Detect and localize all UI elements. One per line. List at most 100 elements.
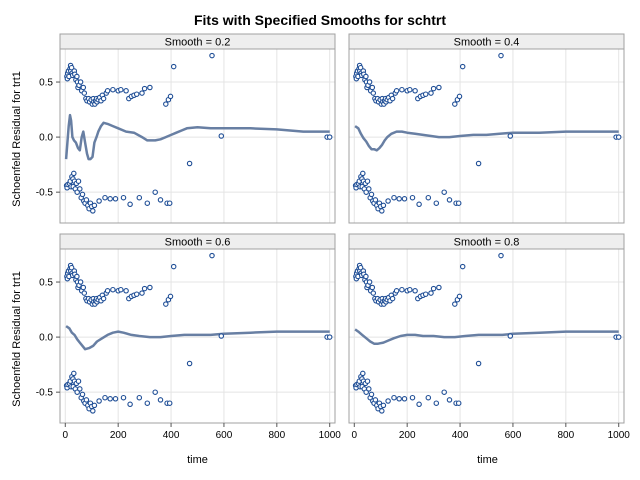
x-tick-label: 0 — [352, 430, 358, 441]
y-tick-label: -0.5 — [36, 188, 54, 199]
residual-point — [163, 101, 169, 107]
residual-point — [455, 200, 462, 206]
residual-point — [446, 197, 453, 203]
residual-point — [407, 286, 413, 293]
residual-point — [366, 186, 372, 192]
residual-point — [209, 252, 215, 259]
residual-point — [498, 252, 504, 259]
residual-point — [370, 290, 377, 296]
panel-header-label: Smooth = 0.6 — [165, 237, 231, 249]
residual-point — [428, 90, 434, 96]
residual-point — [152, 189, 158, 195]
residual-point — [498, 52, 504, 59]
residual-point — [77, 79, 84, 85]
residual-point — [416, 201, 422, 208]
residual-point — [360, 370, 366, 377]
residual-point — [133, 291, 140, 297]
residual-point — [372, 197, 379, 203]
residual-point — [385, 198, 391, 204]
residual-point — [452, 101, 458, 107]
residual-point — [147, 284, 153, 291]
x-tick-label: 0 — [63, 430, 69, 441]
residual-point — [123, 288, 129, 294]
residual-point — [79, 391, 86, 398]
residual-point — [218, 333, 225, 339]
residual-point — [170, 263, 177, 270]
residual-point — [80, 284, 87, 291]
panel-2: Smooth = 0.4 — [348, 33, 625, 224]
residual-point — [430, 285, 437, 292]
smooth-fit-line — [354, 328, 619, 345]
residual-point — [475, 360, 482, 367]
residual-point — [83, 397, 90, 403]
residual-point — [118, 86, 124, 93]
residual-point — [147, 84, 153, 91]
residual-point — [379, 208, 385, 214]
residual-point — [90, 208, 96, 214]
residual-point — [615, 134, 622, 140]
residual-point — [163, 301, 169, 307]
y-tick-label: -0.5 — [36, 388, 54, 399]
residual-point — [391, 194, 397, 201]
residual-point — [380, 402, 387, 409]
residual-point — [77, 186, 83, 192]
residual-point — [209, 52, 215, 59]
residual-point — [422, 91, 429, 97]
residual-point — [455, 400, 462, 406]
residual-point — [107, 396, 113, 402]
x-tick-label: 800 — [557, 430, 574, 441]
residual-point — [123, 88, 129, 94]
panel-1: Smooth = 0.2 -0.5 0.0 0.5 — [36, 33, 336, 224]
residual-point — [401, 396, 408, 402]
residual-point — [459, 63, 466, 70]
residual-point — [452, 301, 458, 307]
residual-point — [110, 286, 116, 293]
panel-frame — [59, 248, 336, 424]
residual-point — [399, 286, 405, 293]
y-tick-label: 0.0 — [39, 333, 53, 344]
residual-point — [100, 295, 107, 302]
residual-point — [459, 263, 466, 270]
residual-point — [380, 202, 387, 209]
smooth-fit-line — [354, 125, 619, 152]
residual-point — [396, 196, 402, 202]
residual-point — [422, 291, 429, 297]
residual-point — [430, 85, 437, 92]
residual-point — [399, 86, 405, 93]
residual-point — [166, 400, 173, 406]
residual-point — [79, 191, 86, 198]
residual-point — [170, 63, 177, 70]
x-axis-label-right: time — [477, 454, 498, 466]
residual-point — [389, 295, 396, 302]
residual-point — [436, 284, 442, 291]
residual-point — [71, 170, 77, 177]
residual-point — [368, 191, 375, 198]
residual-point — [120, 394, 127, 401]
residual-point — [157, 197, 164, 203]
x-tick-label: 200 — [110, 430, 127, 441]
residual-point — [364, 378, 371, 384]
residual-point — [80, 84, 87, 91]
residual-point — [186, 360, 193, 367]
residual-point — [81, 90, 88, 96]
residual-point — [104, 288, 111, 294]
residual-point — [75, 378, 82, 384]
residual-point — [83, 197, 90, 203]
residual-point — [366, 386, 372, 392]
residual-point — [167, 93, 174, 100]
residual-point — [133, 91, 140, 97]
panel-frame — [348, 248, 625, 424]
panel-grid: Smooth = 0.2 -0.5 0.0 0.5 Smooth = 0.4 Smooth… — [36, 33, 630, 441]
x-tick-label: 800 — [268, 430, 285, 441]
residual-point — [409, 394, 416, 401]
panel-4: Smooth = 0.8 0 200 400 600 800 1000 — [348, 233, 630, 441]
residual-point — [141, 285, 148, 292]
residual-point — [139, 290, 145, 296]
residual-point — [104, 88, 111, 94]
x-tick-label: 400 — [163, 430, 180, 441]
residual-point — [77, 386, 83, 392]
residual-point — [475, 160, 482, 167]
residual-point — [144, 200, 151, 206]
residual-point — [186, 160, 193, 167]
